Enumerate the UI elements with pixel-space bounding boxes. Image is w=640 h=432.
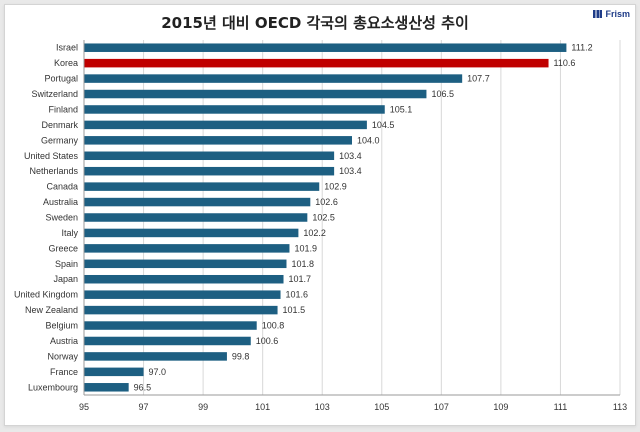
bar <box>84 336 251 346</box>
data-label: 103.4 <box>339 151 362 161</box>
category-label: Belgium <box>45 321 78 331</box>
data-label: 97.0 <box>149 367 167 377</box>
bar <box>84 74 463 83</box>
bar <box>84 182 320 191</box>
category-label: Italy <box>61 228 78 238</box>
data-label: 111.2 <box>571 43 592 53</box>
category-label: Luxembourg <box>28 382 78 392</box>
bar <box>84 197 311 207</box>
category-label: United States <box>24 151 79 161</box>
chart-title: 2015년 대비 OECD 각국의 총요소생산성 추이 <box>161 14 469 32</box>
data-label: 104.5 <box>372 120 395 130</box>
category-label: Japan <box>53 274 78 284</box>
data-label: 101.6 <box>286 290 309 300</box>
data-label: 101.5 <box>283 305 306 315</box>
data-label: 102.5 <box>312 213 335 223</box>
category-label: Spain <box>55 259 78 269</box>
data-label: 110.6 <box>554 58 576 68</box>
bar <box>84 89 427 99</box>
x-tick-label: 97 <box>139 402 149 412</box>
data-label: 105.1 <box>390 104 413 114</box>
data-label: 100.8 <box>262 321 285 331</box>
category-label: Norway <box>47 351 78 361</box>
data-label: 102.6 <box>315 197 338 207</box>
bar <box>84 367 144 377</box>
bar <box>84 321 257 330</box>
bar <box>84 352 227 361</box>
category-label: Austria <box>50 336 78 346</box>
x-tick-label: 99 <box>198 402 208 412</box>
brand-logo: Frism <box>593 9 630 19</box>
category-label: France <box>50 367 78 377</box>
data-label: 101.9 <box>294 243 317 253</box>
bar <box>84 105 385 114</box>
bar <box>84 213 308 222</box>
bar <box>84 274 284 284</box>
bar <box>84 259 287 269</box>
x-tick-label: 103 <box>315 402 330 412</box>
category-label: Germany <box>41 135 79 145</box>
bar <box>84 120 367 130</box>
data-label: 104.0 <box>357 135 380 145</box>
x-tick-label: 105 <box>374 402 389 412</box>
bar <box>84 166 335 176</box>
category-label: Australia <box>43 197 78 207</box>
brand-name: Frism <box>605 9 630 19</box>
category-label: Korea <box>54 58 78 68</box>
category-label: Greece <box>48 243 78 253</box>
category-label: Canada <box>46 182 78 192</box>
x-tick-label: 95 <box>79 402 89 412</box>
x-tick-label: 107 <box>434 402 449 412</box>
category-label: United Kingdom <box>14 290 78 300</box>
data-label: 99.8 <box>232 351 250 361</box>
data-label: 102.9 <box>324 182 347 192</box>
category-label: Finland <box>48 104 78 114</box>
x-tick-label: 101 <box>255 402 270 412</box>
data-label: 101.7 <box>289 274 312 284</box>
bar <box>84 244 290 253</box>
category-label: Portugal <box>44 74 78 84</box>
category-label: Israel <box>56 43 78 53</box>
x-tick-label: 111 <box>554 402 568 412</box>
category-label: New Zealand <box>25 305 78 315</box>
bar <box>84 43 567 52</box>
data-label: 107.7 <box>467 74 490 84</box>
data-label: 103.4 <box>339 166 362 176</box>
x-tick-label: 113 <box>613 402 627 412</box>
data-label: 96.5 <box>134 382 152 392</box>
bar <box>84 58 549 68</box>
bar <box>84 290 281 299</box>
category-label: Switzerland <box>31 89 78 99</box>
data-label: 101.8 <box>291 259 314 269</box>
bar <box>84 305 278 315</box>
bars-logo-icon <box>593 10 603 18</box>
category-label: Sweden <box>45 213 78 223</box>
bar <box>84 136 352 145</box>
data-label: 106.5 <box>431 89 454 99</box>
data-label: 100.6 <box>256 336 279 346</box>
data-label: 102.2 <box>303 228 326 238</box>
bar <box>84 383 129 392</box>
bar <box>84 151 335 161</box>
bar <box>84 228 299 238</box>
category-label: Denmark <box>41 120 78 130</box>
category-label: Netherlands <box>29 166 78 176</box>
x-tick-label: 109 <box>493 402 508 412</box>
